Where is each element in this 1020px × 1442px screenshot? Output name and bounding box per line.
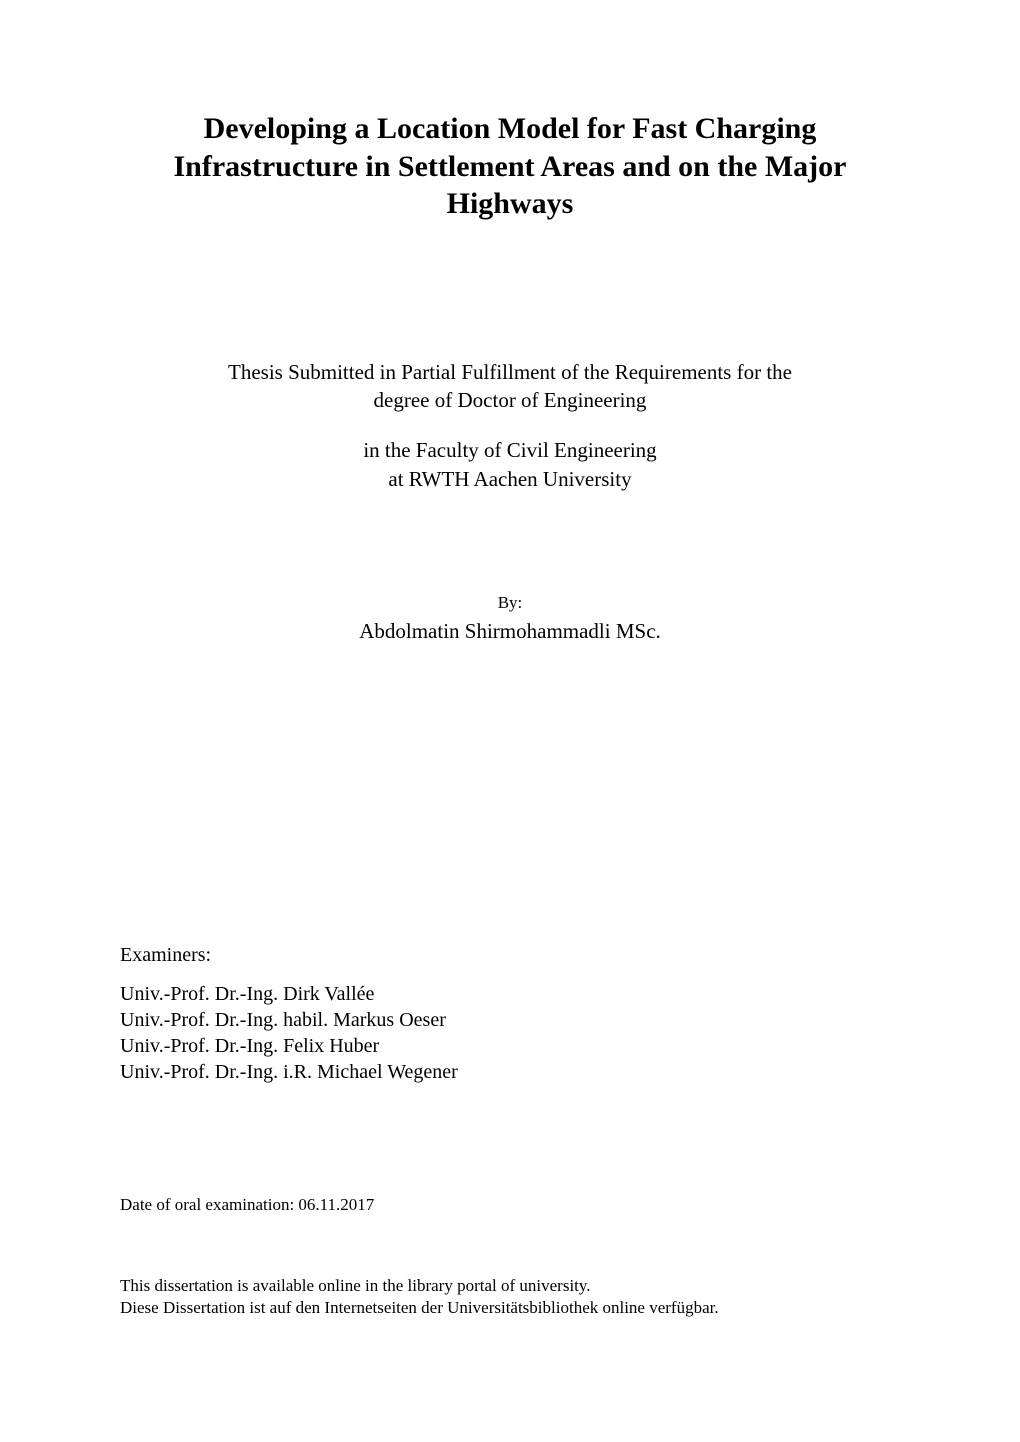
- submission-line-1: Thesis Submitted in Partial Fulfillment …: [120, 358, 900, 386]
- examiner-1: Univ.-Prof. Dr.-Ing. Dirk Vallée: [120, 981, 900, 1007]
- institution-line-1: in the Faculty of Civil Engineering: [120, 436, 900, 464]
- title-line-3: Highways: [120, 185, 900, 223]
- exam-date: Date of oral examination: 06.11.2017: [120, 1195, 900, 1215]
- examiners-heading: Examiners:: [120, 944, 900, 967]
- submission-statement: Thesis Submitted in Partial Fulfillment …: [120, 358, 900, 415]
- examiner-3: Univ.-Prof. Dr.-Ing. Felix Huber: [120, 1033, 900, 1059]
- availability-en: This dissertation is available online in…: [120, 1275, 900, 1297]
- examiners-section: Examiners: Univ.-Prof. Dr.-Ing. Dirk Val…: [120, 944, 900, 1085]
- title-line-1: Developing a Location Model for Fast Cha…: [120, 110, 900, 148]
- institution-statement: in the Faculty of Civil Engineering at R…: [120, 436, 900, 493]
- by-label: By:: [120, 593, 900, 613]
- availability-de: Diese Dissertation ist auf den Internets…: [120, 1297, 900, 1319]
- author-name: Abdolmatin Shirmohammadli MSc.: [120, 619, 900, 644]
- availability-note: This dissertation is available online in…: [120, 1275, 900, 1319]
- examiner-4: Univ.-Prof. Dr.-Ing. i.R. Michael Wegene…: [120, 1059, 900, 1085]
- institution-line-2: at RWTH Aachen University: [120, 465, 900, 493]
- author-block: By: Abdolmatin Shirmohammadli MSc.: [120, 593, 900, 644]
- title-line-2: Infrastructure in Settlement Areas and o…: [120, 148, 900, 186]
- examiner-2: Univ.-Prof. Dr.-Ing. habil. Markus Oeser: [120, 1007, 900, 1033]
- submission-line-2: degree of Doctor of Engineering: [120, 386, 900, 414]
- thesis-title: Developing a Location Model for Fast Cha…: [120, 110, 900, 223]
